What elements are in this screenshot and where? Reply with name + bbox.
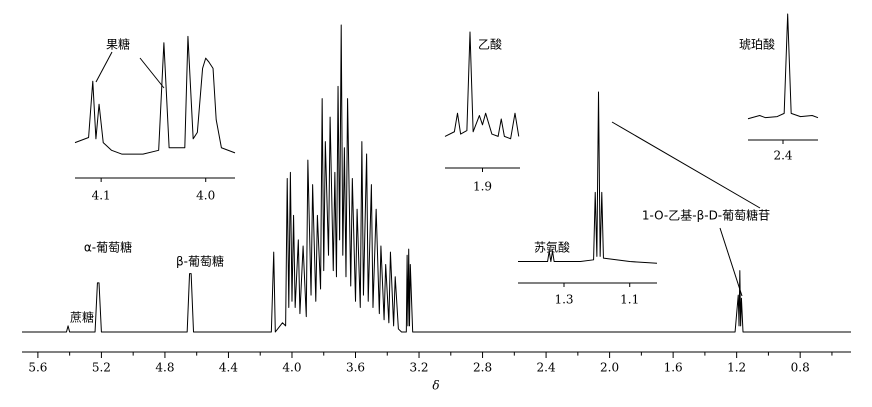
annotation: 苏氨酸 (534, 240, 570, 255)
x-tick-label: 4.0 (282, 361, 301, 375)
x-tick-label: 1.6 (664, 361, 683, 375)
spectrum (747, 13, 819, 120)
x-tick-label: 1.1 (620, 293, 639, 307)
x-tick-label: 4.0 (196, 189, 215, 203)
x-tick-label: 2.4 (537, 361, 556, 375)
spectrum (22, 24, 851, 333)
x-tick-label: 2.4 (773, 149, 792, 163)
pointer (95, 51, 113, 83)
x-tick-label: 2.8 (473, 361, 492, 375)
x-tick-label: 4.4 (219, 361, 238, 375)
spectrum (444, 31, 520, 140)
x-tick-label: 0.8 (791, 361, 810, 375)
x-tick-label: 3.2 (409, 361, 428, 375)
x-tick-label: 2.0 (600, 361, 619, 375)
spectrum (74, 35, 236, 155)
x-tick-label: 4.8 (155, 361, 174, 375)
x-tick-label: 1.3 (554, 293, 573, 307)
annotation: 1-O-乙基-β-D-葡萄糖苷 (642, 208, 770, 223)
x-tick-label: 1.9 (473, 180, 492, 194)
annotation: 果糖 (106, 37, 130, 52)
annotation: 琥珀酸 (739, 37, 775, 52)
annotation: β-葡萄糖 (176, 254, 224, 269)
x-tick-label: 3.6 (346, 361, 365, 375)
annotation: 蔗糖 (70, 310, 94, 325)
pointer (719, 227, 743, 297)
x-tick-label: 5.2 (92, 361, 111, 375)
x-tick-label: 1.2 (727, 361, 746, 375)
annotation: 乙酸 (478, 37, 502, 52)
pointer (611, 121, 761, 209)
x-axis-label: δ (432, 379, 439, 393)
spectrum (518, 91, 658, 264)
x-tick-label: 4.1 (92, 189, 111, 203)
annotation: α-葡萄糖 (84, 240, 132, 255)
pointer (139, 57, 165, 89)
x-tick-label: 5.6 (28, 361, 47, 375)
